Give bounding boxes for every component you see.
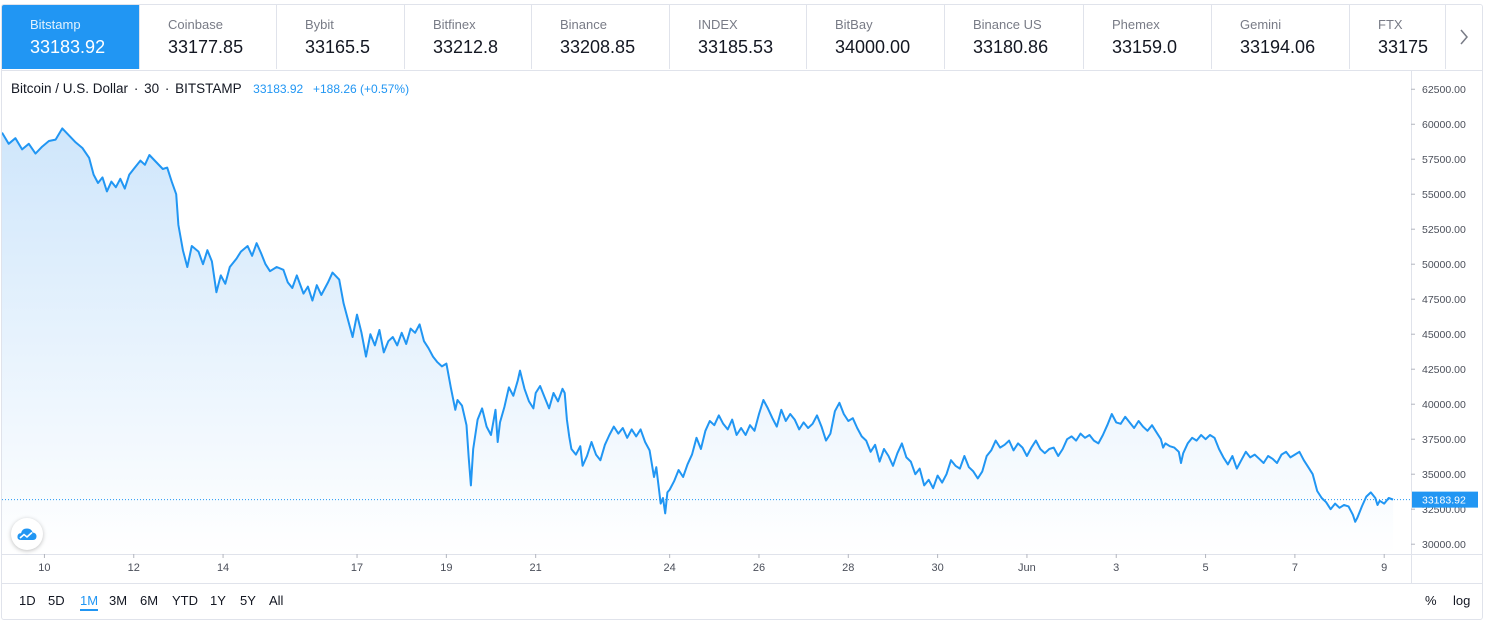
y-tick-label: 57500.00 <box>1422 154 1466 166</box>
exchange-name: Binance US <box>973 17 1042 32</box>
exchange-price: 33183.92 <box>30 37 106 57</box>
tabs-next-button[interactable] <box>1445 5 1482 69</box>
exchange-tab-bitstamp[interactable]: Bitstamp 33183.92 <box>2 5 140 69</box>
price-chart[interactable]: 62500.00 60000.00 57500.00 55000.00 52500.00… <box>2 71 1482 583</box>
exchange-tab-binance-us[interactable]: Binance US 33180.86 <box>945 5 1084 69</box>
x-tick-label: 10 <box>38 562 50 574</box>
log-scale-button[interactable]: log <box>1453 593 1471 608</box>
exchange-name: BitBay <box>835 17 873 32</box>
legend-price: 33183.92 <box>253 82 304 96</box>
last-price-label: 33183.92 <box>1422 495 1466 507</box>
exchange-name: FTX <box>1378 17 1403 32</box>
legend-separator: · <box>164 81 170 96</box>
y-tick-label: 50000.00 <box>1422 259 1466 271</box>
exchange-tab-ftx[interactable]: FTX 33175 <box>1350 5 1460 69</box>
x-tick-label: Jun <box>1018 562 1036 574</box>
exchange-tab-coinbase[interactable]: Coinbase 33177.85 <box>140 5 277 69</box>
range-button-3m[interactable]: 3M <box>109 593 128 608</box>
x-tick-label: 28 <box>842 562 854 574</box>
x-tick-label: 14 <box>217 562 229 574</box>
range-button-ytd[interactable]: YTD <box>172 593 198 608</box>
exchange-tab-phemex[interactable]: Phemex 33159.0 <box>1084 5 1212 69</box>
exchange-name: Bitstamp <box>30 17 81 32</box>
y-tick-label: 42500.00 <box>1422 364 1466 376</box>
legend-symbol: Bitcoin / U.S. Dollar <box>11 81 129 96</box>
exchange-price: 33165.5 <box>305 37 371 57</box>
y-tick-label: 52500.00 <box>1422 224 1466 236</box>
exchange-name: Phemex <box>1112 17 1160 32</box>
tradingview-cloud-icon <box>17 528 37 540</box>
x-tick-label: 19 <box>440 562 452 574</box>
chart-legend: Bitcoin / U.S. Dollar · 30 · BITSTAMP 33… <box>11 81 409 96</box>
x-tick-label: 30 <box>931 562 943 574</box>
legend-exchange: BITSTAMP <box>175 81 242 96</box>
y-tick-label: 35000.00 <box>1422 469 1466 481</box>
exchange-name: INDEX <box>698 17 738 32</box>
chart-widget: Bitstamp 33183.92 Coinbase 33177.85 Bybit 331… <box>1 4 1483 620</box>
legend-separator: · <box>133 81 139 96</box>
x-tick-label: 5 <box>1203 562 1209 574</box>
y-tick-label: 47500.00 <box>1422 294 1466 306</box>
exchange-tab-gemini[interactable]: Gemini 33194.06 <box>1212 5 1350 69</box>
x-tick-label: 24 <box>664 562 676 574</box>
exchange-tab-bybit[interactable]: Bybit 33165.5 <box>277 5 405 69</box>
exchange-price: 33177.85 <box>168 37 244 57</box>
exchange-name: Bybit <box>305 17 334 32</box>
last-price-badge <box>1412 491 1478 508</box>
exchange-name: Binance <box>560 17 607 32</box>
exchange-name: Gemini <box>1240 17 1282 32</box>
chevron-right-icon <box>1460 29 1468 45</box>
y-tick-label: 62500.00 <box>1422 84 1466 96</box>
exchange-price: 33180.86 <box>973 37 1049 57</box>
exchange-price: 33208.85 <box>560 37 636 57</box>
exchange-tab-bitfinex[interactable]: Bitfinex 33212.8 <box>405 5 532 69</box>
exchange-tab-bitbay[interactable]: BitBay 34000.00 <box>807 5 945 69</box>
x-tick-label: 3 <box>1113 562 1119 574</box>
y-tick-label: 40000.00 <box>1422 399 1466 411</box>
range-button-5d[interactable]: 5D <box>48 593 65 608</box>
y-tick-label: 30000.00 <box>1422 539 1466 551</box>
range-button-1y[interactable]: 1Y <box>210 593 226 608</box>
range-button-5y[interactable]: 5Y <box>240 593 256 608</box>
y-tick-label: 60000.00 <box>1422 119 1466 131</box>
x-tick-label: 26 <box>753 562 765 574</box>
price-area-fill <box>2 128 1394 554</box>
y-tick-label: 55000.00 <box>1422 189 1466 201</box>
x-tick-label: 21 <box>530 562 542 574</box>
x-tick-label: 9 <box>1381 562 1387 574</box>
exchange-price: 34000.00 <box>835 37 911 57</box>
chart-area[interactable]: 62500.00 60000.00 57500.00 55000.00 52500.00… <box>2 71 1482 583</box>
exchange-name: Bitfinex <box>433 17 476 32</box>
exchange-tab-index[interactable]: INDEX 33185.53 <box>670 5 807 69</box>
exchange-name: Coinbase <box>168 17 223 32</box>
exchange-price: 33194.06 <box>1240 37 1316 57</box>
legend-change: +188.26 (+0.57%) <box>313 82 410 96</box>
x-tick-label: 7 <box>1292 562 1298 574</box>
exchange-price: 33185.53 <box>698 37 774 57</box>
legend-interval: 30 <box>144 81 160 96</box>
tradingview-logo-button[interactable] <box>11 518 43 550</box>
y-tick-label: 45000.00 <box>1422 329 1466 341</box>
range-button-all[interactable]: All <box>269 593 284 608</box>
range-button-1m[interactable]: 1M <box>80 593 99 611</box>
y-tick-label: 37500.00 <box>1422 434 1466 446</box>
exchange-price: 33212.8 <box>433 37 499 57</box>
x-tick-label: 17 <box>351 562 363 574</box>
time-range-bar: % log 1D 5D 1M 3M 6M YTD 1Y 5Y All <box>2 583 1482 619</box>
range-button-6m[interactable]: 6M <box>140 593 159 608</box>
exchange-tabs: Bitstamp 33183.92 Coinbase 33177.85 Bybit 331… <box>2 5 1482 71</box>
exchange-price: 33175 <box>1378 37 1429 57</box>
percent-scale-button[interactable]: % <box>1425 593 1437 608</box>
range-button-1d[interactable]: 1D <box>19 593 36 608</box>
price-line <box>2 127 1394 523</box>
x-tick-label: 12 <box>128 562 140 574</box>
exchange-price: 33159.0 <box>1112 37 1178 57</box>
exchange-tab-binance[interactable]: Binance 33208.85 <box>532 5 670 69</box>
